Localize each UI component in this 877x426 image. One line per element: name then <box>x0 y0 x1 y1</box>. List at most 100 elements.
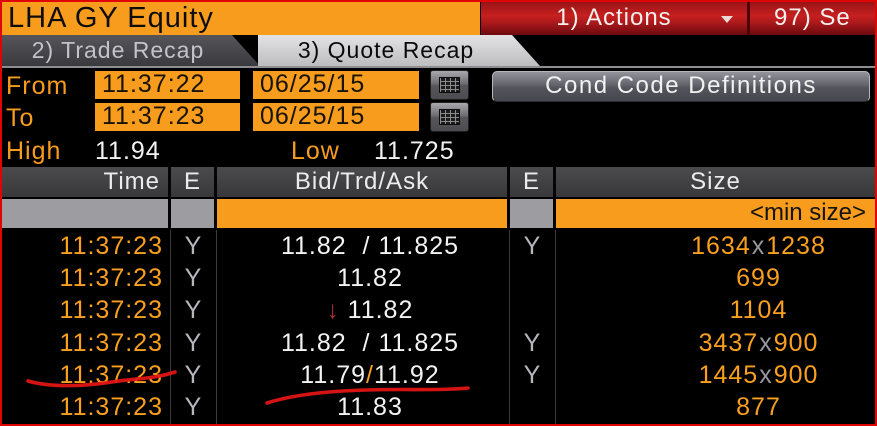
price-filter-input[interactable] <box>217 199 510 228</box>
calendar-icon <box>439 77 460 93</box>
quote-price-cell: 11.79/11.92 <box>217 359 510 392</box>
quote-time: 11:37:23 <box>2 359 171 392</box>
quote-bid-size: 1445 <box>698 360 759 389</box>
quote-filter-row: <min size> <box>2 199 875 228</box>
quote-row[interactable]: 11:37:23 Y 11.82 / 11.825 Y 1634 x 1238 <box>2 230 875 263</box>
tab-trade-recap[interactable]: 2) Trade Recap <box>2 35 260 66</box>
quote-size-cell: 1634 x 1238 <box>556 230 875 262</box>
high-label: High <box>6 137 62 165</box>
to-time-input[interactable]: 11:37:23 <box>95 103 240 131</box>
quote-size-cell: 3437 x 900 <box>556 327 875 359</box>
calendar-icon <box>439 109 460 125</box>
quote-ask-size: 900 <box>773 328 819 357</box>
header-size: Size <box>556 167 875 197</box>
header-bid-trd-ask: Bid/Trd/Ask <box>217 167 510 197</box>
quote-bid-price: 11.82 <box>337 263 403 292</box>
quote-ask-price: 11.825 <box>378 328 460 357</box>
from-calendar-button[interactable] <box>430 70 469 100</box>
quote-bid-size: 877 <box>736 393 781 422</box>
low-value: 11.725 <box>374 137 455 165</box>
quote-exchange-flag-2 <box>510 294 556 327</box>
quote-time: 11:37:23 <box>2 230 171 263</box>
menu-divider <box>747 2 750 35</box>
tab-bar: 2) Trade Recap 3) Quote Recap <box>2 35 875 68</box>
quote-row[interactable]: 11:37:23 Y ↓ 11.82 1104 <box>2 294 875 327</box>
header-exchange-1: E <box>171 167 217 197</box>
quote-size-cell: 1445 x 900 <box>556 359 875 391</box>
quote-price-cell: 11.82 / 11.825 <box>217 230 510 263</box>
size-separator: x <box>751 231 766 260</box>
quote-table-header: Time E Bid/Trd/Ask E Size <box>2 167 875 197</box>
time-filter-input[interactable] <box>2 199 171 228</box>
quote-ask-price: 11.92 <box>373 360 440 389</box>
quote-exchange-flag-1: Y <box>171 294 217 327</box>
quote-bid-size: 3437 <box>698 328 759 357</box>
quote-bid-price: 11.82 <box>280 328 347 357</box>
quote-bid-price: 11.82 <box>347 296 414 325</box>
caret-down-icon <box>721 16 733 23</box>
quote-ask-size: 900 <box>773 360 819 389</box>
quote-bid-size: 1104 <box>729 296 788 325</box>
quote-row[interactable]: 11:37:23 Y 11.79/11.92 Y 1445 x 900 <box>2 359 875 392</box>
low-label: Low <box>291 137 340 165</box>
quote-ask-price: 11.825 <box>378 231 460 260</box>
quote-rows: 11:37:23 Y 11.82 / 11.825 Y 1634 x 1238 11… <box>2 230 875 424</box>
header-exchange-2: E <box>510 167 556 197</box>
quote-time: 11:37:23 <box>2 326 171 360</box>
quote-exchange-flag-1: Y <box>171 391 217 424</box>
size-separator: x <box>759 328 773 357</box>
to-label: To <box>6 104 35 132</box>
to-calendar-button[interactable] <box>430 102 469 132</box>
bid-ask-slash: / <box>346 328 379 357</box>
quote-exchange-flag-1: Y <box>171 359 217 392</box>
bid-ask-slash: / <box>366 360 374 389</box>
exchange-filter-input-2[interactable] <box>510 199 556 228</box>
cond-code-definitions-button[interactable]: Cond Code Definitions <box>492 71 870 102</box>
tab-quote-recap[interactable]: 3) Quote Recap <box>258 35 540 66</box>
title-bar: LHA GY Equity 1) Actions 97) Se <box>2 2 875 35</box>
quote-bid-price: 11.83 <box>337 393 403 422</box>
high-value: 11.94 <box>95 137 161 165</box>
quote-bid-price: 11.79 <box>300 360 367 389</box>
down-tick-arrow-icon: ↓ <box>326 296 340 324</box>
quote-exchange-flag-1: Y <box>171 230 217 263</box>
quote-price-cell: 11.82 <box>217 262 510 295</box>
exchange-filter-input-1[interactable] <box>171 199 217 228</box>
quote-price-cell: 11.82 / 11.825 <box>217 326 510 360</box>
quote-row[interactable]: 11:37:23 Y 11.82 699 <box>2 262 875 295</box>
quote-time: 11:37:23 <box>2 262 171 295</box>
quote-exchange-flag-2: Y <box>510 359 556 392</box>
quote-price-cell: ↓ 11.82 <box>217 294 510 327</box>
quote-time: 11:37:23 <box>2 294 171 327</box>
quote-ask-size: 1238 <box>766 231 826 260</box>
settings-menu[interactable]: 97) Se <box>774 4 851 31</box>
actions-menu-label: 1) Actions <box>556 4 672 31</box>
quote-exchange-flag-2 <box>510 391 556 424</box>
quote-row[interactable]: 11:37:23 Y 11.82 / 11.825 Y 3437 x 900 <box>2 326 875 360</box>
quote-size-cell: 699 <box>556 262 875 294</box>
quote-bid-size: 1634 <box>691 231 751 260</box>
header-time: Time <box>2 167 171 197</box>
quote-time: 11:37:23 <box>2 391 171 424</box>
quote-exchange-flag-2: Y <box>510 326 556 360</box>
bid-ask-slash: / <box>346 231 379 260</box>
quote-price-cell: 11.83 <box>217 391 510 424</box>
from-date-input[interactable]: 06/25/15 <box>253 71 419 99</box>
quote-exchange-flag-1: Y <box>171 262 217 295</box>
from-label: From <box>6 72 69 100</box>
security-title: LHA GY Equity <box>2 2 480 35</box>
quote-bid-price: 11.82 <box>280 231 347 260</box>
quote-exchange-flag-1: Y <box>171 326 217 360</box>
quote-size-cell: 1104 <box>556 295 875 327</box>
quote-row[interactable]: 11:37:23 Y 11.83 877 <box>2 391 875 424</box>
from-time-input[interactable]: 11:37:22 <box>95 71 240 99</box>
menu-bar: 1) Actions 97) Se <box>481 2 875 35</box>
to-date-input[interactable]: 06/25/15 <box>253 103 419 131</box>
quote-exchange-flag-2: Y <box>510 230 556 263</box>
size-separator: x <box>759 360 773 389</box>
actions-menu[interactable]: 1) Actions <box>481 2 747 35</box>
quote-exchange-flag-2 <box>510 262 556 295</box>
quote-bid-size: 699 <box>736 263 781 292</box>
min-size-filter-input[interactable]: <min size> <box>556 199 875 228</box>
